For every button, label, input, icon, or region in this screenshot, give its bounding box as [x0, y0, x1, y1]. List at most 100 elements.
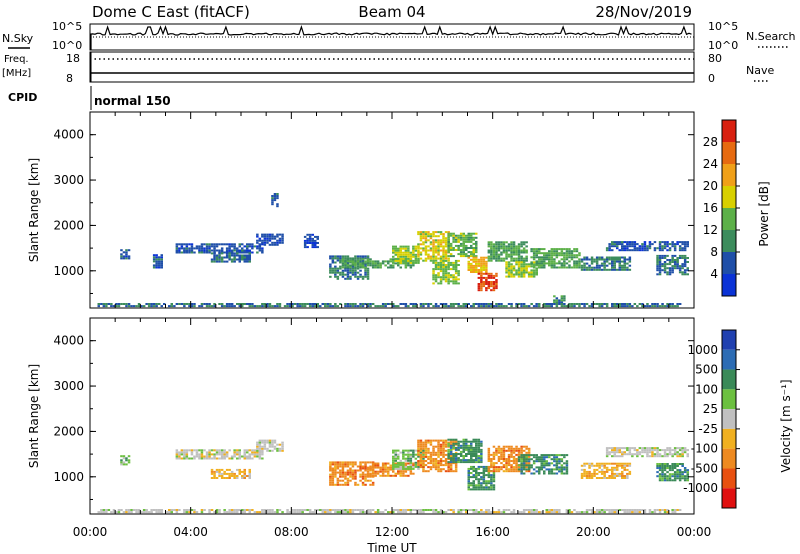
velocity-cell — [538, 460, 541, 463]
power-cell — [301, 305, 304, 308]
velocity-cell — [424, 441, 428, 444]
velocity-cell — [525, 447, 528, 450]
power-cell — [500, 303, 503, 305]
velocity-cell — [676, 509, 679, 511]
y-tick-label: 3000 — [53, 379, 84, 393]
power-cell — [427, 239, 430, 242]
power-cell — [442, 264, 445, 266]
power-cell — [180, 247, 184, 250]
velocity-cell — [661, 465, 664, 467]
velocity-cell — [459, 461, 463, 464]
velocity-cell — [432, 466, 435, 469]
power-cell — [417, 261, 420, 264]
power-cell — [271, 199, 274, 202]
power-cell — [178, 303, 181, 305]
power-cell — [465, 240, 468, 243]
power-cell — [485, 276, 488, 279]
velocity-cell — [608, 468, 611, 471]
power-cell — [236, 247, 239, 250]
velocity-cell — [341, 463, 345, 466]
power-cell — [535, 256, 538, 259]
velocity-cell — [618, 509, 621, 511]
velocity-cell — [185, 451, 189, 454]
power-cell — [392, 245, 395, 248]
velocity-cell — [326, 509, 330, 511]
power-cell — [605, 249, 609, 252]
power-cell — [457, 240, 460, 243]
power-cell — [236, 252, 239, 255]
velocity-cell — [414, 461, 418, 464]
power-cell — [444, 266, 448, 268]
power-cell — [127, 257, 131, 260]
velocity-cell — [427, 470, 430, 473]
velocity-cell — [449, 450, 453, 453]
power-cell — [658, 257, 662, 259]
velocity-cell — [618, 455, 621, 458]
power-cell — [666, 305, 669, 308]
velocity-cell — [565, 464, 569, 467]
velocity-cell — [329, 463, 332, 466]
power-cell — [608, 247, 611, 250]
power-cell — [563, 252, 566, 255]
velocity-cell — [480, 476, 483, 479]
power-cell — [233, 245, 236, 248]
power-cell — [605, 260, 609, 263]
power-cell — [329, 303, 332, 305]
power-cell — [555, 252, 559, 255]
velocity-cell — [560, 466, 564, 469]
power-cell — [152, 305, 156, 308]
power-cell — [397, 257, 400, 260]
velocity-cell — [281, 511, 284, 514]
power-cell — [605, 264, 609, 267]
power-cell — [507, 273, 511, 276]
power-cell — [480, 258, 483, 261]
power-cell — [590, 305, 594, 308]
velocity-cell — [356, 509, 360, 511]
velocity-cell — [485, 480, 488, 483]
power-cell — [449, 268, 453, 271]
power-cell — [631, 305, 634, 308]
velocity-cell — [258, 449, 262, 452]
velocity-cell — [407, 459, 410, 462]
power-cell — [334, 273, 337, 276]
power-cell — [482, 269, 486, 271]
power-cell — [105, 303, 108, 305]
velocity-cell — [467, 486, 470, 489]
velocity-cell — [402, 463, 405, 466]
power-cell — [560, 254, 564, 257]
velocity-cell — [611, 509, 614, 511]
velocity-cell — [218, 509, 221, 511]
power-cell — [303, 244, 307, 246]
velocity-cell — [326, 511, 330, 514]
velocity-cell — [452, 438, 455, 441]
velocity-cell — [472, 474, 475, 477]
power-cell — [532, 250, 536, 253]
velocity-cell — [673, 463, 677, 465]
power-cell — [495, 303, 498, 305]
power-cell — [621, 241, 624, 244]
velocity-cell — [676, 477, 679, 480]
power-cell — [500, 245, 503, 248]
power-cell — [276, 303, 279, 305]
velocity-cell — [631, 453, 634, 456]
power-cell — [459, 305, 463, 308]
power-cell — [394, 247, 397, 250]
velocity-cell — [225, 472, 229, 475]
power-cell — [339, 265, 342, 268]
power-cell — [122, 255, 126, 258]
power-cell — [366, 269, 370, 272]
power-cell — [623, 258, 626, 261]
velocity-cell — [666, 449, 669, 452]
velocity-cell — [475, 448, 478, 451]
velocity-cell — [482, 476, 486, 479]
power-cell — [185, 243, 189, 246]
power-cell — [434, 241, 438, 244]
power-cell — [419, 253, 423, 256]
power-cell — [261, 249, 264, 252]
velocity-cell — [200, 449, 204, 452]
power-cell — [402, 247, 405, 250]
power-cell — [442, 276, 445, 279]
velocity-cell — [444, 460, 448, 462]
velocity-cell — [487, 458, 491, 460]
power-cell — [442, 253, 445, 256]
